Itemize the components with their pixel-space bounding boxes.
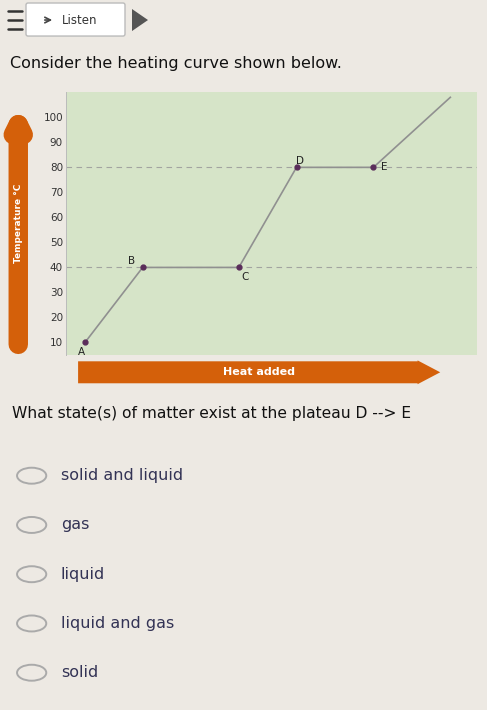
Text: solid: solid [61, 665, 98, 680]
Polygon shape [132, 9, 148, 31]
Text: gas: gas [61, 518, 89, 532]
Text: D: D [297, 156, 304, 166]
Text: solid and liquid: solid and liquid [61, 468, 183, 484]
Text: Listen: Listen [62, 13, 97, 26]
FancyBboxPatch shape [26, 3, 125, 36]
Text: liquid and gas: liquid and gas [61, 616, 174, 631]
Text: liquid: liquid [61, 567, 105, 581]
Text: A: A [77, 347, 85, 358]
Text: B: B [128, 256, 135, 266]
FancyArrow shape [78, 361, 440, 384]
Text: What state(s) of matter exist at the plateau D --> E: What state(s) of matter exist at the pla… [12, 406, 412, 421]
Text: Consider the heating curve shown below.: Consider the heating curve shown below. [10, 56, 341, 71]
Text: E: E [381, 163, 388, 173]
Text: C: C [241, 273, 248, 283]
Text: Temperature °C: Temperature °C [14, 184, 23, 263]
Text: Heat added: Heat added [223, 366, 295, 377]
